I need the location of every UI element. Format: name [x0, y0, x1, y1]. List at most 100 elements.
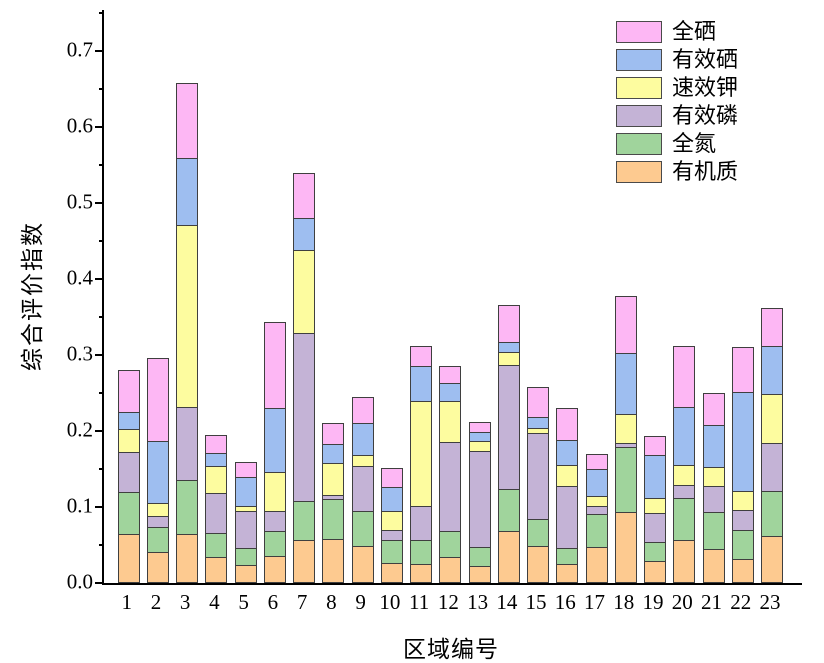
bar-segment-有机质: [351, 546, 374, 583]
legend-swatch-全硒: [616, 20, 662, 43]
legend-item: 有机质: [616, 160, 738, 183]
bar-segment-全氮: [146, 527, 169, 553]
y-major-tick: [95, 506, 104, 508]
bar-segment-有效硒: [351, 423, 374, 456]
y-major-tick: [95, 202, 104, 204]
bar-segment-有效磷: [497, 365, 520, 490]
bar-segment-有效磷: [468, 451, 491, 548]
bar-segment-有效硒: [585, 469, 608, 497]
bar-segment-全硒: [410, 346, 433, 367]
bar-segment-全氮: [176, 480, 199, 535]
bar-segment-速效钾: [322, 463, 345, 496]
bar-segment-有机质: [322, 539, 345, 583]
stacked-bar-region-22: [731, 347, 754, 583]
legend: 全硒 有效硒 速效钾 有效磷 全氮 有机质: [616, 20, 738, 183]
bar-segment-有效硒: [322, 444, 345, 464]
bar-segment-有效硒: [644, 455, 667, 499]
bar-segment-有机质: [673, 540, 696, 583]
bar-segment-有效硒: [410, 366, 433, 402]
bar-segment-有机质: [117, 534, 140, 583]
bar-segment-有机质: [702, 549, 725, 583]
bar-segment-全硒: [673, 346, 696, 408]
bar-segment-全氮: [760, 491, 783, 537]
stacked-bar-region-18: [614, 296, 637, 583]
stacked-bar-region-11: [410, 346, 433, 583]
x-tick-label: 4: [209, 590, 220, 614]
stacked-bar-region-14: [497, 305, 520, 583]
y-minor-tick: [99, 544, 104, 546]
stacked-bar-region-7: [293, 173, 316, 583]
bar-segment-全氮: [439, 531, 462, 558]
bar-segment-全硒: [614, 296, 637, 354]
bar-segment-有机质: [439, 557, 462, 583]
bar-segment-速效钾: [263, 472, 286, 512]
stacked-bar-region-23: [760, 308, 783, 583]
bar-segment-有机质: [205, 557, 228, 583]
bar-segment-全硒: [117, 370, 140, 413]
legend-swatch-速效钾: [616, 76, 662, 99]
bar-segment-有效磷: [205, 493, 228, 534]
y-tick-label: 0.4: [66, 265, 93, 290]
y-minor-tick: [99, 88, 104, 90]
bar-segment-全硒: [146, 358, 169, 442]
legend-swatch-有机质: [616, 160, 662, 183]
bar-segment-有效磷: [263, 511, 286, 532]
bar-segment-有效硒: [760, 346, 783, 395]
stacked-bar-region-2: [146, 358, 169, 583]
x-tick-label: 13: [467, 590, 489, 614]
bar-segment-有机质: [556, 564, 579, 583]
y-major-tick: [95, 354, 104, 356]
x-tick-label: 18: [613, 590, 635, 614]
bar-segment-全硒: [760, 308, 783, 347]
legend-label: 全硒: [672, 18, 717, 44]
legend-label: 速效钾: [672, 74, 739, 100]
bar-segment-有效硒: [673, 407, 696, 466]
bar-segment-有效硒: [439, 383, 462, 402]
y-minor-tick: [99, 316, 104, 318]
bar-segment-全氮: [380, 540, 403, 564]
bar-segment-全硒: [556, 408, 579, 441]
stacked-bar-region-5: [234, 462, 257, 583]
bar-segment-全氮: [673, 498, 696, 541]
bar-segment-有机质: [234, 565, 257, 583]
bar-segment-有效硒: [234, 477, 257, 507]
bar-segment-全氮: [614, 447, 637, 513]
x-tick-label: 20: [671, 590, 693, 614]
stacked-bar-region-20: [673, 346, 696, 583]
y-tick-label: 0.5: [66, 189, 93, 214]
bar-segment-有机质: [527, 546, 550, 583]
x-tick-label: 2: [150, 590, 162, 614]
bar-segment-有效磷: [673, 485, 696, 499]
stacked-bar-region-1: [117, 370, 140, 583]
bar-segment-有效磷: [293, 333, 316, 502]
stacked-bar-region-10: [380, 468, 403, 583]
bar-segment-速效钾: [293, 250, 316, 334]
stacked-bar-region-21: [702, 393, 725, 583]
bar-segment-全硒: [234, 462, 257, 478]
bar-segment-有效磷: [176, 407, 199, 481]
bar-segment-有效硒: [117, 412, 140, 430]
bar-segment-有机质: [760, 536, 783, 583]
bar-segment-有效磷: [702, 486, 725, 513]
y-tick-label: 0.3: [66, 341, 93, 366]
bar-segment-全硒: [176, 83, 199, 159]
bar-segment-全氮: [322, 499, 345, 540]
bar-segment-速效钾: [205, 466, 228, 494]
y-tick-label: 0.6: [66, 113, 93, 138]
stacked-bar-region-16: [556, 408, 579, 583]
bar-segment-有机质: [614, 512, 637, 583]
y-major-tick: [95, 430, 104, 432]
y-tick-label: 0.0: [66, 569, 93, 594]
bar-segment-全氮: [644, 542, 667, 562]
bar-segment-有机质: [644, 561, 667, 583]
bar-segment-有效磷: [410, 506, 433, 541]
stacked-bar-region-3: [176, 83, 199, 583]
bar-segment-全硒: [263, 322, 286, 409]
x-tick-label: 21: [701, 590, 722, 614]
bar-segment-有效磷: [234, 511, 257, 549]
legend-item: 全硒: [616, 20, 738, 43]
bar-segment-全硒: [351, 397, 374, 424]
bar-segment-有效硒: [293, 218, 316, 251]
bar-segment-全氮: [234, 548, 257, 566]
